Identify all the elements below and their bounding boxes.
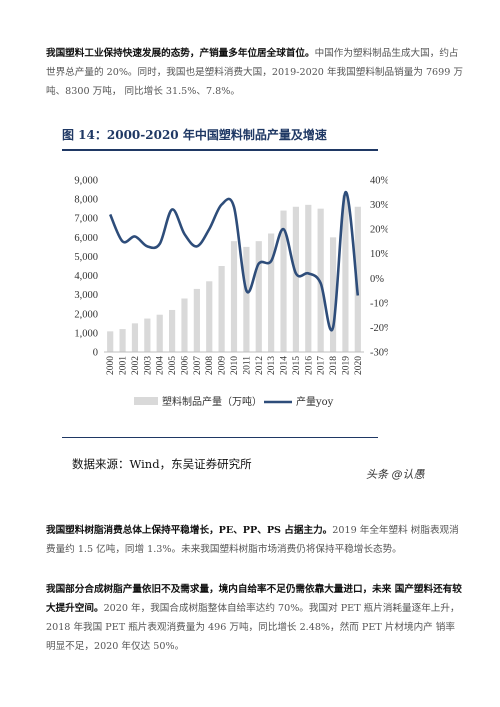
figure-source: 数据来源：Wind，东吴证券研究所 [72, 457, 252, 471]
bar [354, 206, 361, 352]
y-left-tick-label: 1,000 [74, 328, 98, 339]
bar [119, 329, 126, 352]
x-tick-label: 2019 [341, 356, 351, 375]
paragraph-lead: 我国塑料工业保持快速发展的态势，产销量多年位居全球首位。 [46, 48, 315, 59]
y-left-tick-label: 9,000 [74, 176, 98, 187]
y-left-tick-label: 7,000 [74, 214, 98, 225]
bar [107, 331, 114, 352]
y-right-tick-label: 0% [370, 274, 384, 285]
x-tick-label: 2013 [267, 356, 277, 375]
bar [268, 233, 275, 352]
watermark-logo: 头条 @认愚 [366, 468, 425, 481]
paragraph-body: 中国作为塑料制品生成大国，约占世界总产量的 20%。同时，我国也是塑料消费大国，… [46, 48, 464, 97]
legend-bar-label: 塑料制品产量（万吨） [162, 395, 262, 408]
y-left-tick-label: 6,000 [74, 233, 98, 244]
y-left-tick-label: 0 [93, 348, 98, 359]
bar [144, 318, 151, 352]
y-left-tick-label: 2,000 [74, 309, 98, 320]
y-left-tick-label: 4,000 [74, 271, 98, 282]
figure-bottom-rule [62, 437, 378, 438]
production-growth-chart: 0 1,000 2,000 3,000 4,000 5,000 6,000 7,000 8,00… [74, 176, 388, 409]
x-tick-label: 2008 [205, 356, 215, 375]
bar [317, 208, 324, 352]
paragraph-body: 2019 年全年塑料 树脂表观消费量约 1.5 亿吨，同增 1.3%。未来我国塑… [46, 525, 459, 555]
y-left-tick-label: 5,000 [74, 252, 98, 263]
figure-title: 图 14：2000-2020 年中国塑料制品产量及增速 [62, 128, 327, 142]
x-tick-label: 2004 [156, 356, 166, 375]
x-tick-label: 2012 [255, 356, 265, 375]
paragraph-self-sufficiency: 我国部分合成树脂产量依旧不及需求量，境内自给率不足仍需依靠大量进口，未来 国产塑… [46, 580, 464, 656]
legend-line-label: 产量yoy [296, 395, 334, 408]
bar [206, 281, 213, 352]
paragraph-lead: 我国塑料树脂消费总体上保持平稳增长，PE、PP、PS 占据主力。 [46, 525, 333, 536]
legend-bar-swatch [134, 397, 158, 405]
paragraph-lead: 我国部分合成树脂产量依旧不及需求量，境内自给率不足仍需依靠大量进口，未来 国产塑… [46, 584, 462, 614]
y-right-tick-label: -30% [370, 348, 388, 359]
figure-title-rule [62, 149, 378, 151]
bar [280, 210, 287, 352]
bar [181, 298, 188, 352]
x-tick-label: 2009 [218, 356, 228, 375]
x-tick-label: 2014 [280, 356, 290, 375]
bar [243, 246, 250, 352]
x-tick-label: 2020 [354, 356, 364, 375]
y-right-tick-label: 20% [370, 225, 388, 236]
x-tick-label: 2016 [304, 356, 314, 375]
bar [218, 266, 225, 352]
bar [329, 237, 337, 352]
paragraph-resin-consumption: 我国塑料树脂消费总体上保持平稳增长，PE、PP、PS 占据主力。2019 年全年… [46, 521, 464, 559]
paragraph-body: 2020 年，我国合成树脂整体自给率达约 70%。我国对 PET 瓶片消耗量逐年… [46, 603, 460, 652]
y-right-tick-label: -20% [370, 323, 388, 334]
bar [305, 204, 312, 352]
y-left-tick-label: 8,000 [74, 195, 98, 206]
x-tick-label: 2010 [230, 356, 240, 375]
y-right-tick-label: 30% [370, 200, 388, 211]
x-tick-label: 2006 [180, 356, 190, 375]
x-tick-label: 2015 [292, 356, 302, 375]
x-tick-label: 2001 [119, 356, 129, 375]
bar [292, 206, 299, 352]
y-right-tick-label: 10% [370, 249, 388, 260]
bar [342, 195, 349, 352]
x-tick-label: 2002 [131, 356, 141, 375]
y-left-tick-label: 3,000 [74, 290, 98, 301]
x-tick-label: 2007 [193, 356, 203, 375]
x-tick-label: 2005 [168, 356, 178, 375]
x-tick-label: 2017 [317, 356, 327, 375]
x-tick-label: 2011 [242, 356, 252, 375]
bar [169, 309, 176, 352]
y-right-tick-label: -10% [370, 298, 388, 309]
x-tick-label: 2018 [329, 356, 339, 375]
bar [193, 288, 200, 352]
x-tick-label: 2000 [106, 356, 116, 375]
yoy-line [108, 190, 360, 332]
x-tick-label: 2003 [143, 356, 153, 375]
bar [230, 241, 238, 352]
bar [156, 314, 163, 352]
y-right-tick-label: 40% [370, 176, 388, 187]
bar [131, 323, 139, 352]
bar [255, 241, 262, 352]
paragraph-plastics-industry: 我国塑料工业保持快速发展的态势，产销量多年位居全球首位。中国作为塑料制品生成大国… [46, 44, 464, 101]
